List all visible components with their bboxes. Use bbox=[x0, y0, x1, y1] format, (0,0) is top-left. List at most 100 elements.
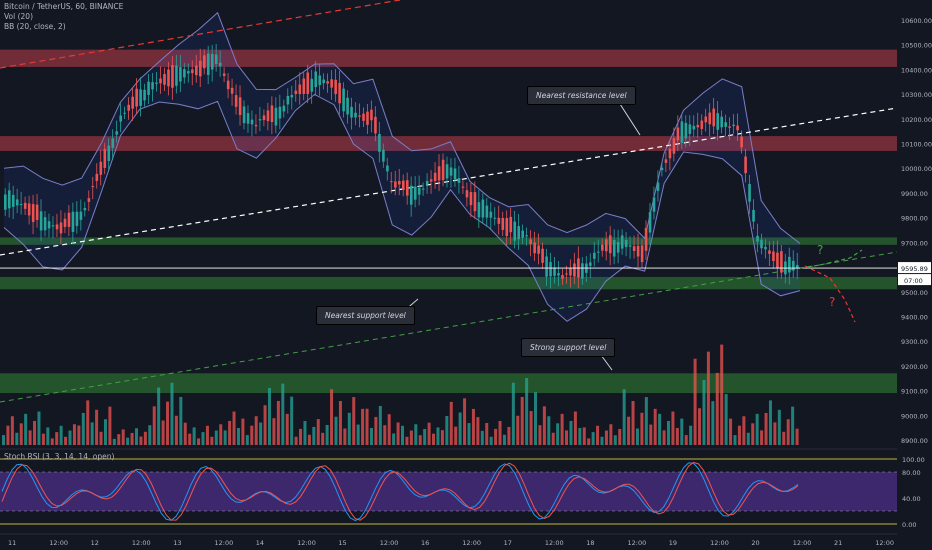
candle-body bbox=[334, 79, 337, 95]
candle-body bbox=[226, 80, 230, 90]
candle-body bbox=[700, 120, 704, 129]
candle-body bbox=[409, 185, 413, 205]
candle-body bbox=[179, 67, 182, 82]
volume-bar bbox=[587, 438, 591, 445]
candle-body bbox=[354, 112, 357, 118]
candle-body bbox=[752, 209, 755, 222]
candle-body bbox=[242, 106, 246, 124]
candle-body bbox=[533, 242, 536, 254]
volume-bar bbox=[733, 435, 737, 445]
volume-bar bbox=[259, 422, 263, 445]
candle-body bbox=[429, 179, 433, 182]
candle-body bbox=[370, 109, 373, 121]
volume-bar bbox=[795, 428, 799, 445]
candle-body bbox=[453, 168, 457, 180]
candle-body bbox=[449, 167, 453, 176]
time-tick-label: 14 bbox=[256, 539, 264, 547]
volume-bar bbox=[6, 425, 10, 445]
volume-bar bbox=[143, 431, 147, 445]
candle-body bbox=[497, 217, 501, 224]
candle-body bbox=[720, 116, 723, 128]
volume-bar bbox=[432, 433, 436, 445]
volume-bar bbox=[46, 427, 50, 445]
bearish-question-mark: ? bbox=[829, 295, 835, 309]
price-tick-label: 9400.00 bbox=[901, 313, 928, 321]
volume-bar bbox=[791, 406, 795, 445]
candle-body bbox=[250, 119, 254, 125]
volume-bar bbox=[782, 431, 786, 445]
volume-bar bbox=[281, 383, 285, 445]
volume-bar bbox=[631, 401, 635, 445]
volume-bar bbox=[183, 422, 187, 445]
volume-bar bbox=[653, 408, 657, 445]
candle-body bbox=[71, 211, 75, 232]
candle-body bbox=[632, 246, 636, 251]
volume-bar bbox=[436, 427, 440, 445]
candle-body bbox=[489, 211, 493, 218]
candle-body bbox=[79, 211, 83, 220]
volume-bar bbox=[565, 430, 569, 445]
candle-body bbox=[493, 217, 497, 219]
stoch-tick-label: 100.00 bbox=[902, 456, 925, 464]
candle-body bbox=[183, 69, 186, 78]
volume-bar bbox=[299, 428, 303, 445]
candle-body bbox=[91, 186, 95, 188]
time-tick-label: 18 bbox=[586, 539, 594, 547]
volume-bar bbox=[254, 416, 258, 445]
price-tick-label: 10500.00 bbox=[901, 42, 932, 50]
price-tick-label: 9300.00 bbox=[901, 338, 928, 346]
candle-body bbox=[561, 275, 564, 279]
candle-body bbox=[728, 126, 731, 128]
volume-bar bbox=[214, 430, 218, 445]
candle-body bbox=[262, 115, 266, 121]
candle-body bbox=[421, 188, 425, 190]
price-tick-label: 10000.00 bbox=[901, 165, 932, 173]
volume-bar bbox=[777, 409, 781, 445]
volume-bar bbox=[68, 430, 72, 445]
candle-body bbox=[302, 78, 306, 94]
bullish-scenario-arrow bbox=[799, 249, 863, 269]
time-tick-label: 15 bbox=[338, 539, 346, 547]
volume-bar bbox=[121, 429, 125, 445]
volume-bar bbox=[250, 425, 254, 445]
volume-bar bbox=[19, 423, 23, 445]
candle-body bbox=[413, 186, 417, 200]
time-tick-label: 16 bbox=[421, 539, 429, 547]
candle-body bbox=[628, 245, 632, 247]
volume-bar bbox=[307, 434, 311, 445]
candle-body bbox=[581, 263, 584, 279]
candle-body bbox=[386, 165, 389, 172]
bullish-question-mark: ? bbox=[817, 243, 823, 257]
volume-bar bbox=[41, 433, 45, 445]
countdown-tag-bg bbox=[898, 274, 931, 286]
volume-bar bbox=[591, 432, 595, 445]
volume-bar bbox=[773, 422, 777, 445]
time-tick-label: 21 bbox=[834, 539, 842, 547]
candle-body bbox=[39, 211, 43, 231]
volume-bar bbox=[188, 433, 192, 445]
volume-bar bbox=[130, 432, 134, 445]
volume-bar bbox=[671, 411, 675, 445]
candle-body bbox=[318, 75, 322, 86]
volume-bar bbox=[418, 435, 422, 445]
volume-bar bbox=[463, 398, 467, 445]
candle-body bbox=[55, 224, 59, 230]
candle-body bbox=[521, 230, 524, 238]
candle-body bbox=[314, 71, 318, 88]
candle-body bbox=[187, 71, 190, 74]
stoch-tick-label: 40.00 bbox=[902, 495, 921, 503]
candle-body bbox=[660, 167, 664, 171]
candle-body bbox=[788, 256, 791, 273]
candle-body bbox=[732, 124, 735, 127]
volume-bar bbox=[33, 420, 37, 445]
volume-bar bbox=[520, 396, 524, 445]
candle-body bbox=[135, 88, 138, 107]
candle-body bbox=[402, 180, 405, 191]
candle-body bbox=[195, 65, 198, 76]
candle-body bbox=[465, 190, 469, 198]
price-tick-label: 9000.00 bbox=[901, 412, 928, 420]
candle-body bbox=[525, 235, 528, 237]
candle-body bbox=[274, 107, 278, 126]
candle-body bbox=[457, 178, 461, 183]
